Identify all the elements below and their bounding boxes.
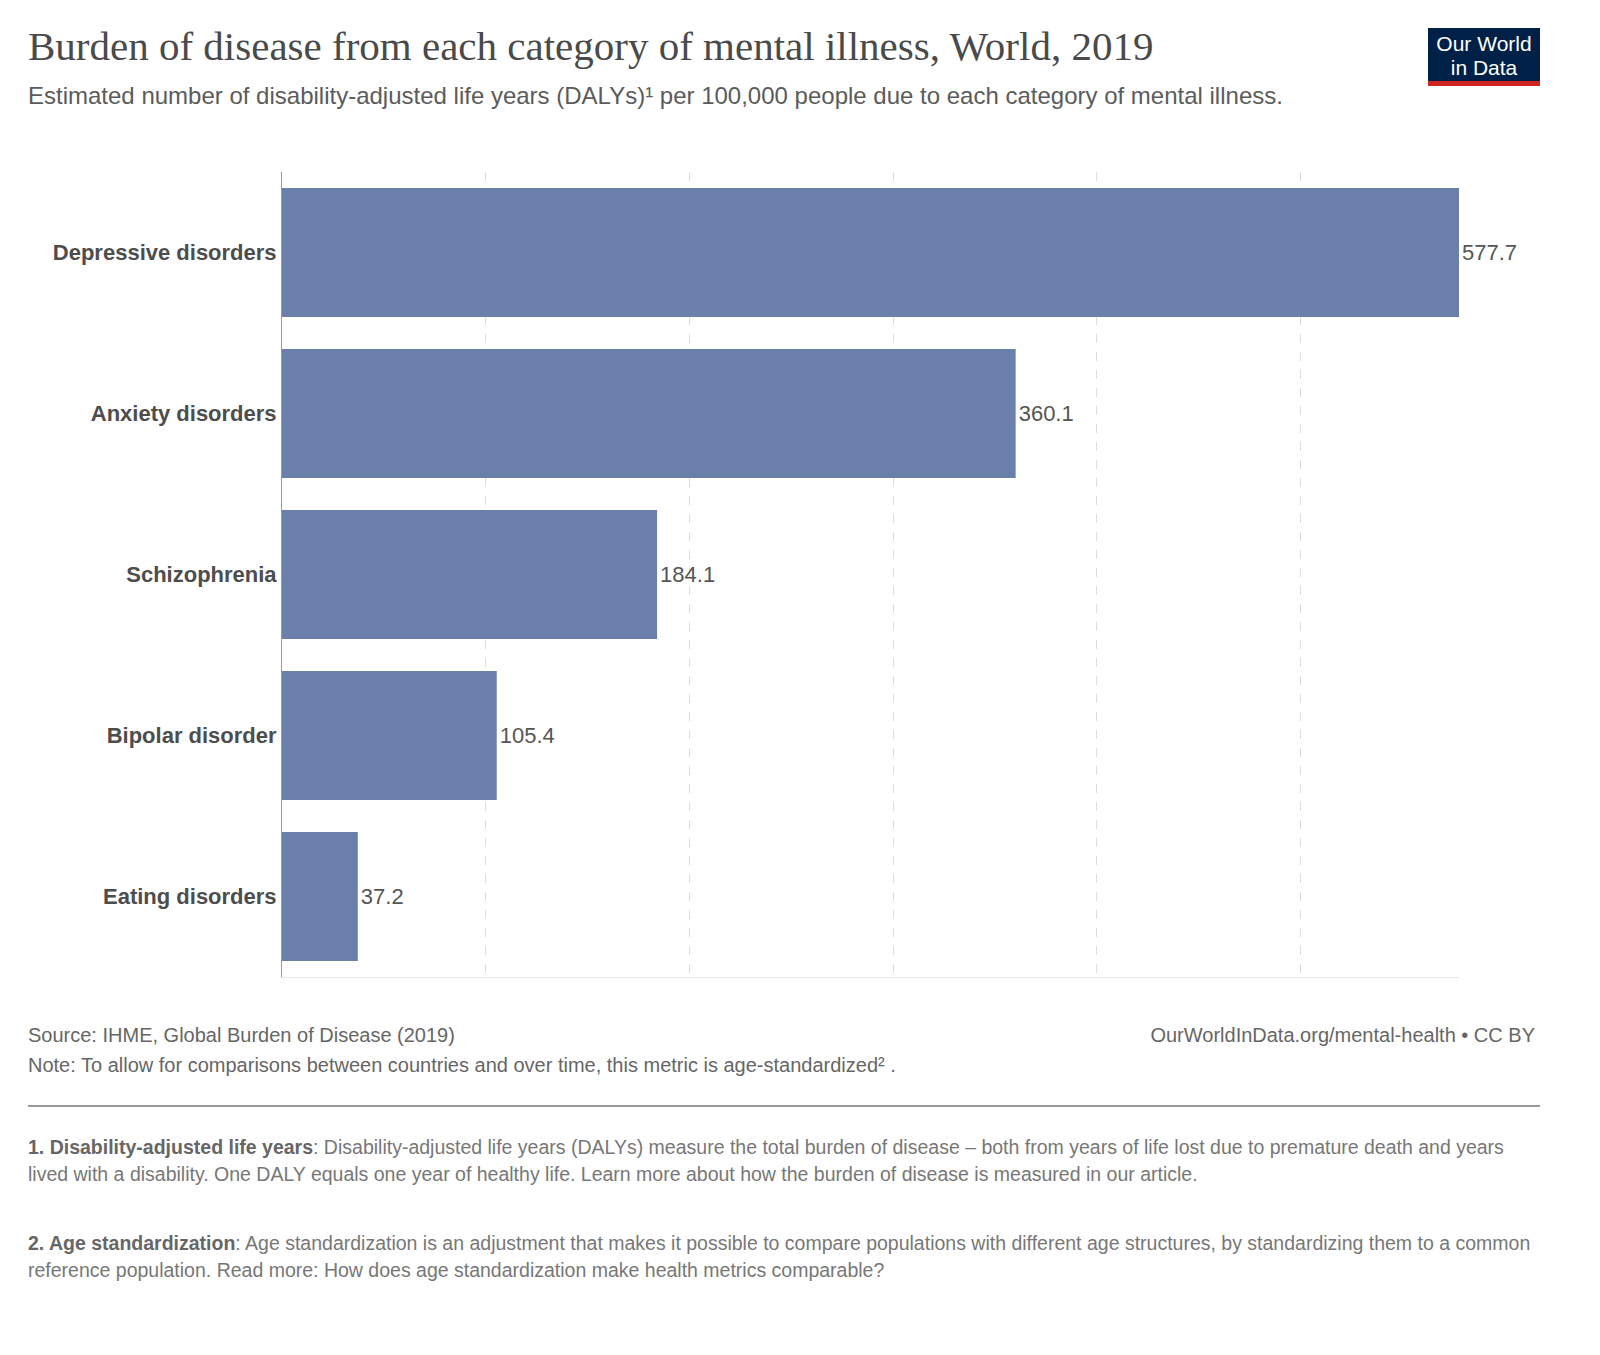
html-text:Note: To allow for comparisons: Note: To allow for comparisons between c… xyxy=(28,1054,896,1076)
svg-text:360.1: 360.1 xyxy=(1019,401,1074,426)
svg-text:37.2: 37.2 xyxy=(361,884,404,909)
svg-text:Schizophrenia: Schizophrenia xyxy=(126,562,277,587)
html-text:Burden of disease from each ca: Burden of disease from each category of … xyxy=(28,23,1154,69)
html-text:2. Age standardization: Age st: 2. Age standardization: Age standardizat… xyxy=(28,1232,1531,1281)
svg-text:105.4: 105.4 xyxy=(500,723,555,748)
html-text:Our World in Data: Our World in Data xyxy=(1436,32,1532,79)
html-text:OurWorldInData.org/mental-heal: OurWorldInData.org/mental-health • CC BY xyxy=(1150,1024,1535,1046)
svg-text:Bipolar disorder: Bipolar disorder xyxy=(107,723,277,748)
html-text:1. Disability-adjusted life ye: 1. Disability-adjusted life years: Disab… xyxy=(28,1136,1504,1185)
html-text:Source: IHME, Global Burden of: Source: IHME, Global Burden of Disease (… xyxy=(28,1024,455,1046)
svg-text:Eating disorders: Eating disorders xyxy=(103,884,277,909)
svg-text:Anxiety disorders: Anxiety disorders xyxy=(91,401,277,426)
svg-text:Depressive disorders: Depressive disorders xyxy=(53,240,277,265)
html-text:Estimated number of disability: Estimated number of disability-adjusted … xyxy=(28,82,1283,109)
svg-text:577.7: 577.7 xyxy=(1462,240,1517,265)
svg-text:184.1: 184.1 xyxy=(660,562,715,587)
